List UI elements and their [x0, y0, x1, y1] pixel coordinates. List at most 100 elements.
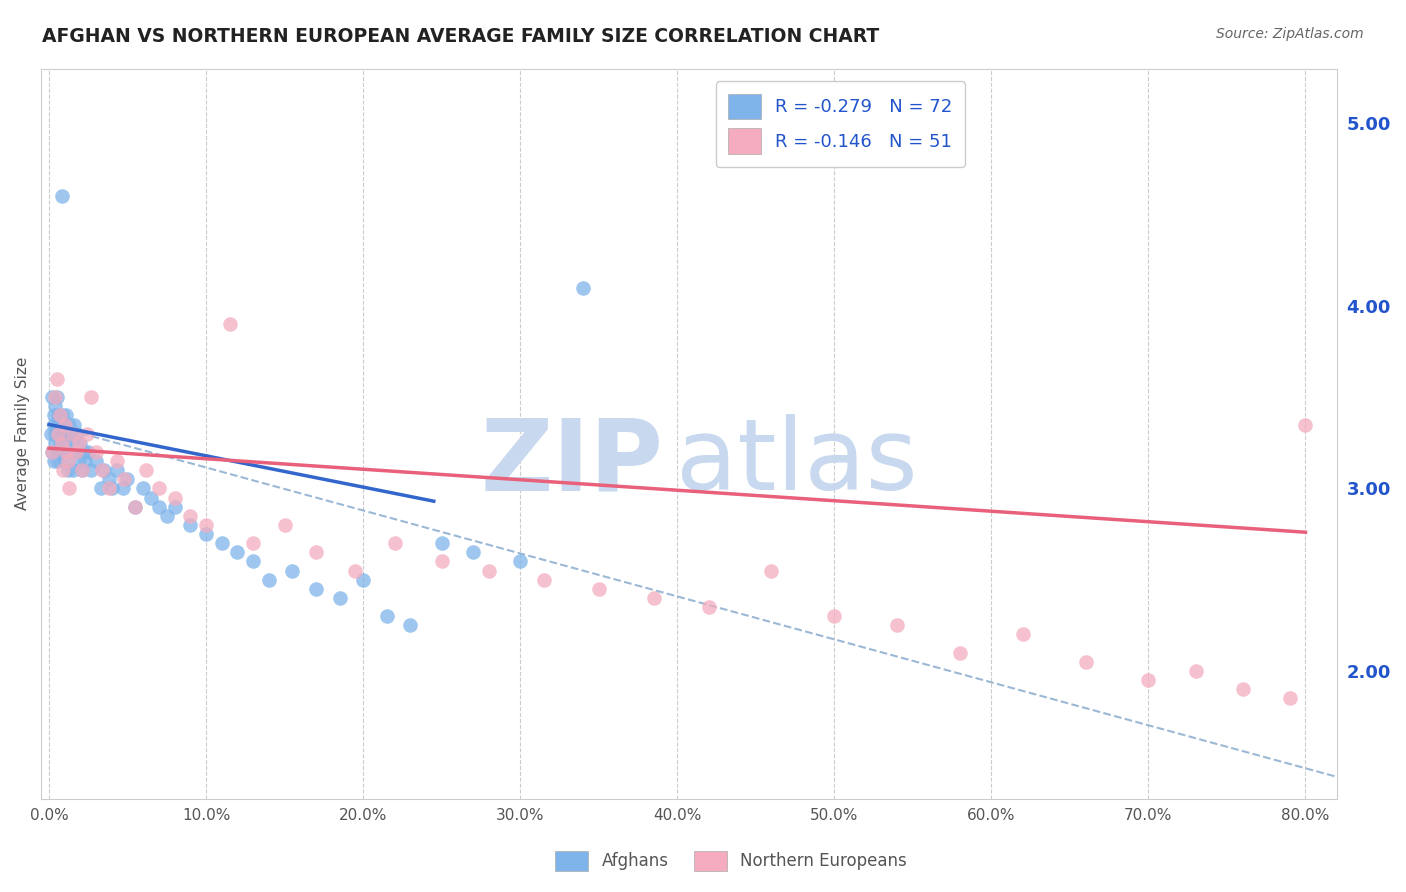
Point: [75, 454, 97, 468]
Point: [80, 463, 103, 477]
Point: [886, 618, 908, 632]
Point: [384, 536, 406, 550]
Point: [63, 417, 86, 432]
Point: [55, 435, 77, 450]
Legend: R = -0.279   N = 72, R = -0.146   N = 51: R = -0.279 N = 72, R = -0.146 N = 51: [716, 81, 965, 167]
Point: [588, 582, 610, 596]
Point: [399, 618, 422, 632]
Point: [42, 454, 65, 468]
Point: [572, 280, 595, 294]
Point: [117, 472, 139, 486]
Point: [242, 536, 264, 550]
Point: [1278, 691, 1301, 706]
Point: [44, 390, 66, 404]
Point: [70, 463, 93, 477]
Point: [281, 564, 304, 578]
Point: [305, 545, 328, 559]
Point: [375, 609, 398, 624]
Point: [55, 445, 77, 459]
Point: [62, 426, 84, 441]
Point: [62, 435, 84, 450]
Point: [179, 517, 201, 532]
Point: [101, 482, 124, 496]
Point: [163, 491, 186, 505]
Point: [51, 409, 73, 423]
Point: [58, 417, 80, 432]
Point: [44, 399, 66, 413]
Point: [62, 463, 84, 477]
Text: ZIP: ZIP: [481, 415, 664, 511]
Point: [44, 426, 66, 441]
Point: [52, 463, 75, 477]
Point: [70, 463, 93, 477]
Point: [328, 591, 350, 605]
Point: [478, 564, 501, 578]
Point: [58, 445, 80, 459]
Point: [59, 426, 82, 441]
Point: [72, 445, 94, 459]
Point: [45, 390, 67, 404]
Point: [823, 609, 845, 624]
Point: [48, 426, 70, 441]
Point: [48, 409, 70, 423]
Point: [42, 417, 65, 432]
Point: [132, 482, 155, 496]
Point: [163, 500, 186, 514]
Point: [1074, 655, 1097, 669]
Point: [112, 472, 135, 486]
Point: [42, 409, 65, 423]
Point: [91, 463, 114, 477]
Point: [53, 417, 76, 432]
Point: [48, 454, 70, 468]
Point: [52, 445, 75, 459]
Point: [53, 454, 76, 468]
Point: [58, 482, 80, 496]
Point: [69, 435, 91, 450]
Point: [44, 435, 66, 450]
Point: [65, 445, 87, 459]
Point: [111, 482, 134, 496]
Point: [84, 454, 107, 468]
Point: [53, 417, 76, 432]
Point: [195, 517, 218, 532]
Point: [77, 445, 100, 459]
Point: [1137, 673, 1160, 687]
Point: [41, 445, 63, 459]
Point: [257, 573, 280, 587]
Point: [1232, 682, 1254, 697]
Legend: Afghans, Northern Europeans: Afghans, Northern Europeans: [547, 842, 915, 880]
Point: [67, 435, 90, 450]
Point: [1184, 664, 1206, 678]
Point: [643, 591, 665, 605]
Point: [697, 600, 720, 615]
Point: [105, 454, 128, 468]
Point: [124, 500, 146, 514]
Point: [148, 500, 170, 514]
Point: [156, 508, 179, 523]
Point: [51, 189, 73, 203]
Point: [90, 482, 112, 496]
Point: [195, 527, 218, 541]
Point: [51, 435, 73, 450]
Point: [135, 463, 157, 477]
Point: [226, 545, 249, 559]
Point: [1011, 627, 1033, 641]
Point: [49, 417, 72, 432]
Point: [56, 426, 79, 441]
Point: [66, 426, 89, 441]
Point: [949, 646, 972, 660]
Point: [430, 554, 453, 568]
Point: [461, 545, 484, 559]
Point: [45, 445, 67, 459]
Point: [139, 491, 162, 505]
Point: [41, 445, 63, 459]
Point: [65, 445, 87, 459]
Point: [76, 426, 98, 441]
Point: [97, 482, 120, 496]
Point: [124, 500, 146, 514]
Point: [93, 463, 115, 477]
Point: [45, 417, 67, 432]
Point: [52, 426, 75, 441]
Point: [242, 554, 264, 568]
Point: [509, 554, 531, 568]
